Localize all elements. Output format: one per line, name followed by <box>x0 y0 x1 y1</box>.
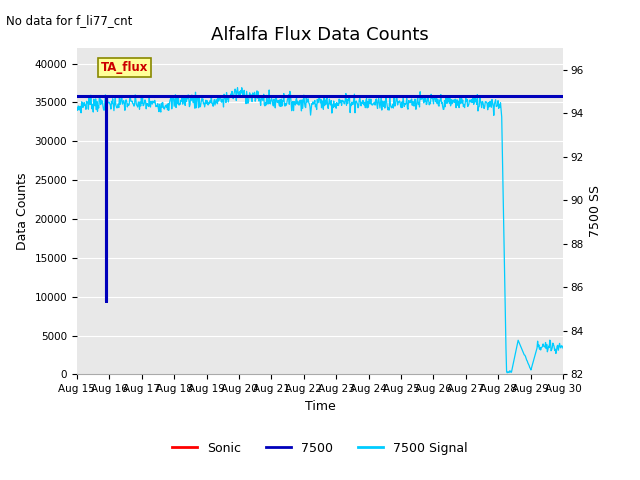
Y-axis label: Data Counts: Data Counts <box>16 172 29 250</box>
Title: Alfalfa Flux Data Counts: Alfalfa Flux Data Counts <box>211 25 429 44</box>
Text: No data for f_li77_cnt: No data for f_li77_cnt <box>6 14 132 27</box>
Legend: Sonic, 7500, 7500 Signal: Sonic, 7500, 7500 Signal <box>167 436 473 459</box>
Text: TA_flux: TA_flux <box>101 61 148 74</box>
Y-axis label: 7500 SS: 7500 SS <box>589 185 602 237</box>
X-axis label: Time: Time <box>305 400 335 413</box>
